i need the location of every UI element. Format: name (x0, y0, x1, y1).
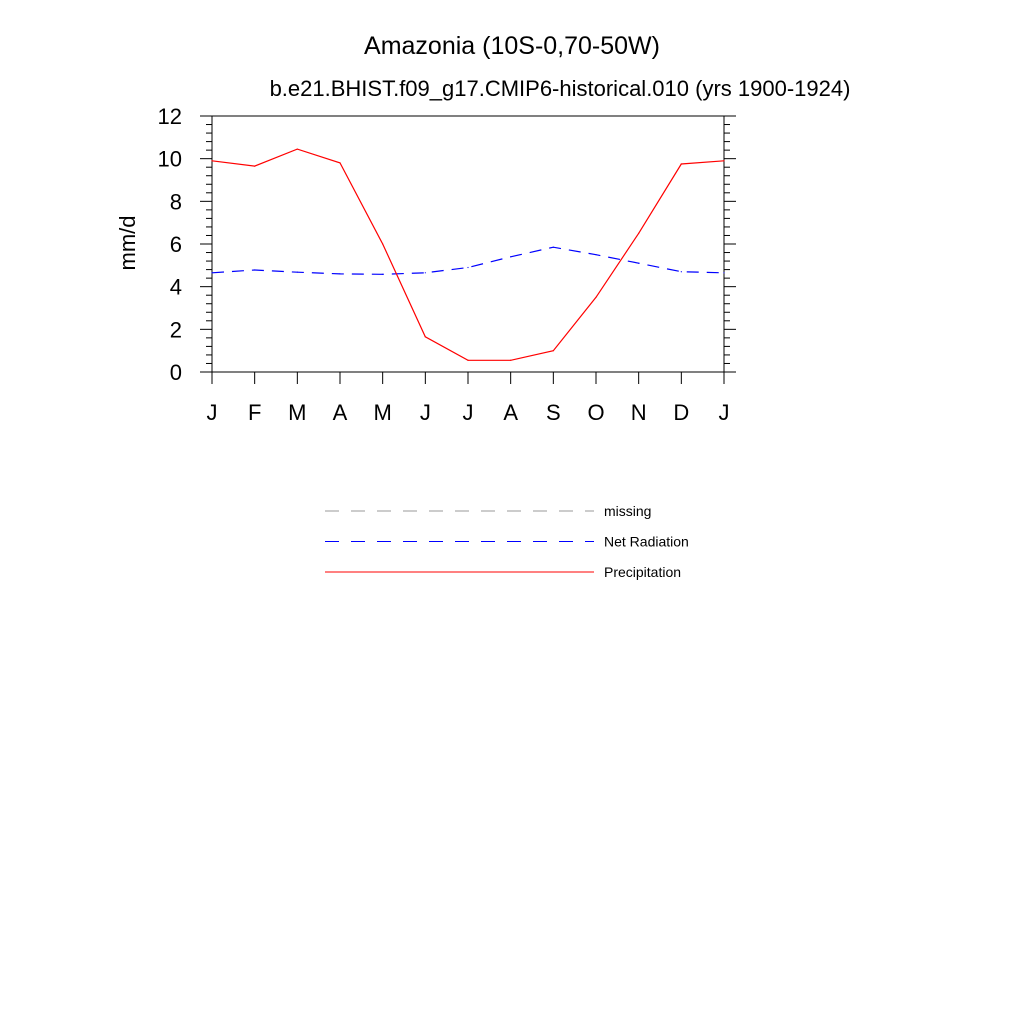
y-tick-label: 2 (170, 317, 182, 342)
data-point (211, 272, 213, 274)
plot-frame (211, 115, 725, 373)
x-tick-label: D (673, 400, 689, 425)
chart-title: Amazonia (10S-0,70-50W) (364, 32, 660, 60)
data-point (595, 296, 597, 298)
x-tick-label: J (207, 400, 218, 425)
y-tick-label: 6 (170, 232, 182, 257)
data-point (467, 266, 469, 269)
x-tick-label: O (587, 400, 604, 425)
y-axis-label: mm/d (115, 216, 140, 271)
data-point (296, 271, 298, 273)
data-point (723, 272, 725, 274)
series-layer (211, 148, 725, 361)
x-tick-label: M (374, 400, 392, 425)
data-point (680, 271, 682, 273)
x-tick-label: A (333, 400, 348, 425)
x-tick-label: J (420, 400, 431, 425)
data-point (595, 254, 597, 256)
data-point (424, 272, 426, 274)
x-tick-label: N (631, 400, 647, 425)
data-point (638, 262, 640, 264)
series-line (211, 148, 725, 361)
data-point (254, 269, 256, 271)
data-point (382, 273, 384, 275)
data-point (339, 162, 341, 164)
data-point (254, 165, 256, 167)
legend: missing Net Radiation Precipitation (325, 503, 689, 580)
data-point (467, 359, 469, 361)
data-point (723, 160, 725, 162)
x-tick-label: J (463, 400, 474, 425)
data-point (552, 246, 554, 248)
x-tick-label: A (503, 400, 518, 425)
data-point (680, 163, 682, 165)
legend-label: Precipitation (604, 564, 681, 580)
legend-label: Net Radiation (604, 534, 689, 550)
data-point (510, 359, 512, 361)
x-tick-label: F (248, 400, 261, 425)
y-tick-label: 4 (170, 275, 182, 300)
y-tick-label: 12 (158, 104, 182, 129)
x-tick-label: M (288, 400, 306, 425)
data-point (510, 256, 512, 258)
data-point (424, 336, 426, 338)
data-point (211, 160, 213, 162)
x-tick-label: S (546, 400, 561, 425)
series-line (211, 246, 725, 275)
data-point (382, 243, 384, 245)
tick-layer: 0 2 4 6 8 10 12 J F M A M J J A S O N D J (158, 104, 736, 425)
legend-label: missing (604, 503, 651, 519)
data-point (296, 148, 298, 150)
data-point (339, 273, 341, 275)
chart-subtitle: b.e21.BHIST.f09_g17.CMIP6-historical.010… (270, 76, 851, 101)
data-point (638, 232, 640, 234)
y-tick-label: 0 (170, 360, 182, 385)
x-tick-label: J (719, 400, 730, 425)
y-tick-label: 8 (170, 189, 182, 214)
y-tick-label: 10 (158, 147, 182, 172)
data-point (552, 350, 554, 352)
